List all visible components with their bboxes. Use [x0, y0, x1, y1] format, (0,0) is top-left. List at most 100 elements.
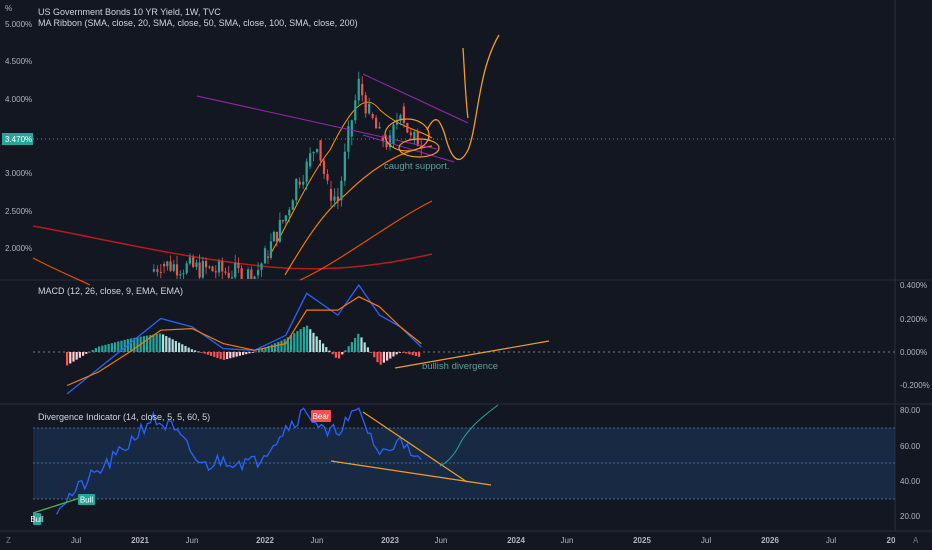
- ma-ribbon: [32, 101, 433, 286]
- price-axis[interactable]: 5.000% 4.500% 4.000% 3.000% 2.500% 2.000…: [5, 20, 32, 253]
- macd-histogram-bar: [187, 347, 190, 352]
- macd-histogram-bar: [88, 351, 91, 353]
- macd-histogram-bar: [392, 352, 395, 357]
- macd-histogram-bar: [123, 339, 126, 352]
- macd-signal-line: [66, 296, 422, 387]
- candle-body: [347, 126, 350, 152]
- macd-tick-label: 0.400%: [900, 281, 927, 290]
- projection-spike[interactable]: [462, 47, 469, 119]
- candle-body: [253, 276, 256, 279]
- time-axis[interactable]: Jul 2021 Jun 2022 Jun 2023 Jun 2024 Jun …: [71, 536, 896, 545]
- candle-body: [275, 231, 279, 242]
- macd-line: [66, 283, 422, 395]
- rsi-bull-trendline[interactable]: [32, 497, 81, 514]
- macd-histogram-bar: [165, 336, 168, 352]
- candle-body: [315, 149, 319, 152]
- macd-histogram-bar: [296, 331, 299, 352]
- macd-histogram-bar: [251, 352, 254, 353]
- macd-histogram-bar: [331, 352, 334, 355]
- candle-body: [375, 117, 378, 129]
- time-tick-label: 2021: [131, 536, 149, 545]
- macd-histogram-bar: [280, 340, 283, 352]
- macd-histogram-bar: [133, 337, 136, 352]
- macd-histogram-bar: [158, 333, 161, 352]
- current-price-badge: [2, 133, 33, 145]
- projection-path[interactable]: [426, 34, 500, 160]
- zoom-icon[interactable]: Z: [6, 536, 11, 545]
- descending-trendline[interactable]: [196, 95, 438, 150]
- macd-histogram-bar: [373, 352, 376, 358]
- macd-histogram-bar: [411, 352, 414, 356]
- svg-text:Bull: Bull: [30, 515, 44, 524]
- macd-histogram-bar: [94, 348, 97, 352]
- wedge-lower-line[interactable]: [362, 134, 455, 163]
- ma-ribbon-legend[interactable]: MA Ribbon (SMA, close, 20, SMA, close, 5…: [38, 18, 358, 28]
- candle-body: [256, 269, 260, 276]
- macd-histogram-bar: [334, 352, 337, 358]
- macd-histogram-bar: [65, 352, 69, 366]
- price-tick-label: 3.000%: [5, 169, 32, 178]
- rsi-axis[interactable]: 80.00 60.00 40.00 20.00: [900, 406, 921, 521]
- macd-histogram-bar: [110, 343, 113, 352]
- candle-body: [156, 269, 159, 272]
- candle-body: [343, 151, 346, 181]
- support-annotation: caught support.: [384, 161, 450, 172]
- candle-body: [319, 140, 322, 161]
- candle-body: [281, 220, 284, 222]
- auto-scale-icon[interactable]: A: [913, 536, 919, 545]
- macd-tick-label: -0.200%: [900, 381, 930, 390]
- candle-body: [224, 271, 227, 273]
- macd-histogram-bar: [232, 352, 235, 358]
- rsi-lower-trendline[interactable]: [330, 460, 492, 486]
- macd-histogram-bar: [203, 352, 206, 354]
- macd-histogram-bar: [277, 341, 280, 352]
- divergence-legend[interactable]: Divergence Indicator (14, close, 5, 5, 6…: [38, 412, 210, 422]
- macd-histogram-bar: [184, 345, 187, 352]
- rsi-tick-label: 20.00: [900, 512, 921, 521]
- macd-histogram-bar: [197, 351, 200, 353]
- macd-divergence-trendline[interactable]: [394, 340, 550, 369]
- chart-title[interactable]: US Government Bonds 10 YR Yield, 1W, TVC: [38, 7, 221, 17]
- candle-body: [159, 271, 162, 273]
- macd-axis[interactable]: 0.400% 0.200% 0.000% -0.200%: [900, 281, 930, 390]
- rsi-upper-trendline[interactable]: [362, 411, 468, 483]
- time-tick-label: 2025: [633, 536, 651, 545]
- candle-body: [217, 261, 221, 273]
- support-ellipse[interactable]: [384, 118, 430, 152]
- macd-histogram-bar: [241, 352, 245, 355]
- time-tick-label: 2022: [256, 536, 274, 545]
- candle-body: [204, 260, 208, 268]
- rsi-tick-label: 80.00: [900, 406, 921, 415]
- candle-body: [350, 120, 353, 137]
- macd-histogram-bar: [254, 351, 257, 353]
- candle-body: [162, 264, 166, 267]
- macd-histogram-bar: [353, 337, 357, 352]
- support-ellipse-2[interactable]: [398, 138, 440, 158]
- macd-legend[interactable]: MACD (12, 26, close, 9, EMA, EMA): [38, 286, 183, 296]
- candle-body: [409, 132, 412, 136]
- price-tick-label: 5.000%: [5, 20, 32, 29]
- macd-histogram-bar: [264, 347, 267, 352]
- wedge-upper-line[interactable]: [362, 73, 469, 124]
- bull-label-small: Bull: [30, 513, 44, 525]
- candle-body: [298, 181, 301, 185]
- candle-body: [399, 115, 402, 121]
- macd-histogram-bar: [366, 347, 369, 352]
- rsi-projection[interactable]: [439, 404, 499, 467]
- candle-body: [326, 174, 329, 181]
- macd-histogram-bar: [145, 335, 149, 352]
- macd-histogram-bar: [168, 337, 171, 352]
- candle-body: [333, 196, 336, 201]
- candle-body: [354, 100, 357, 121]
- macd-histogram-bar: [238, 352, 241, 356]
- candle-body: [302, 181, 305, 185]
- macd-histogram-bar: [344, 350, 347, 352]
- candle-body: [312, 151, 315, 154]
- candle-body: [322, 160, 326, 175]
- bear-label: Bear: [311, 410, 331, 422]
- candle-body: [361, 84, 364, 96]
- candle-body: [247, 269, 250, 279]
- candle-body: [169, 261, 172, 271]
- macd-histogram-bar: [142, 336, 145, 352]
